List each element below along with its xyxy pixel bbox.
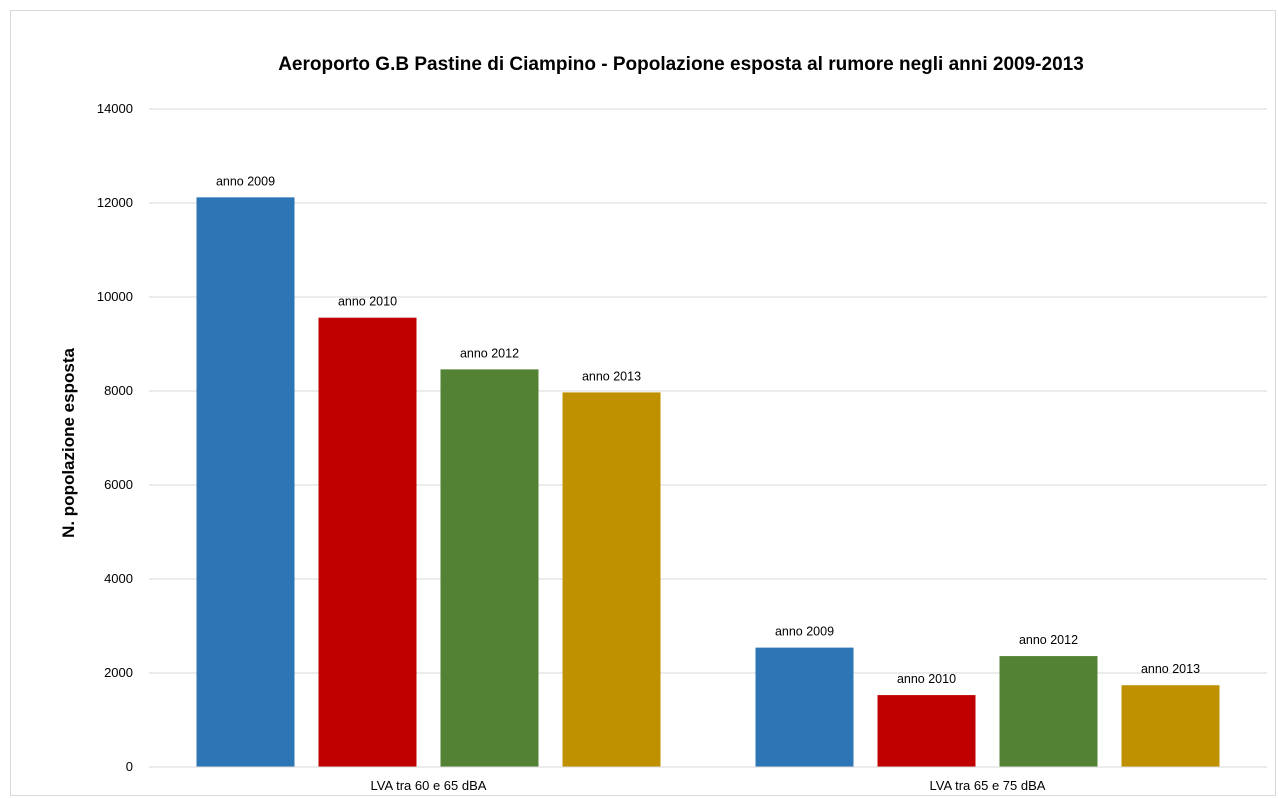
bar — [999, 656, 1098, 767]
category-label: LVA tra 65 e 75 dBA — [930, 778, 1046, 793]
data-label: anno 2013 — [582, 369, 641, 383]
chart-title: Aeroporto G.B Pastine di Ciampino - Popo… — [278, 54, 1084, 75]
data-label: anno 2013 — [1141, 662, 1200, 676]
bar — [440, 369, 539, 767]
y-axis-label: N. popolazione esposta — [59, 348, 78, 538]
y-axis: 0 2000 4000 6000 8000 10000 12000 14000 — [97, 101, 133, 774]
grid — [149, 108, 1267, 674]
x-axis: LVA tra 60 e 65 dBA LVA tra 65 e 75 dBA — [371, 778, 1046, 793]
bar — [318, 317, 417, 767]
data-label: anno 2012 — [460, 346, 519, 360]
y-tick-label: 0 — [126, 759, 133, 774]
category-label: LVA tra 60 e 65 dBA — [371, 778, 487, 793]
y-tick-label: 2000 — [104, 665, 133, 680]
data-labels: anno 2009 anno 2010 anno 2012 anno 2013 anno… — [216, 174, 1200, 686]
bar — [562, 392, 661, 767]
bar — [196, 197, 295, 768]
y-tick-label: 8000 — [104, 383, 133, 398]
chart-frame: Aeroporto G.B Pastine di Ciampino - Popo… — [10, 10, 1276, 796]
data-label: anno 2009 — [775, 625, 834, 639]
data-label: anno 2012 — [1019, 633, 1078, 647]
chart-svg: Aeroporto G.B Pastine di Ciampino - Popo… — [59, 54, 1267, 793]
data-label: anno 2010 — [338, 295, 397, 309]
y-tick-label: 4000 — [104, 571, 133, 586]
bar — [877, 695, 976, 767]
data-label: anno 2010 — [897, 672, 956, 686]
y-tick-label: 6000 — [104, 477, 133, 492]
bar — [755, 647, 854, 767]
bars — [196, 197, 1220, 768]
y-tick-label: 14000 — [97, 101, 133, 116]
y-tick-label: 12000 — [97, 195, 133, 210]
y-tick-label: 10000 — [97, 289, 133, 304]
bar — [1121, 685, 1220, 767]
data-label: anno 2009 — [216, 174, 275, 188]
